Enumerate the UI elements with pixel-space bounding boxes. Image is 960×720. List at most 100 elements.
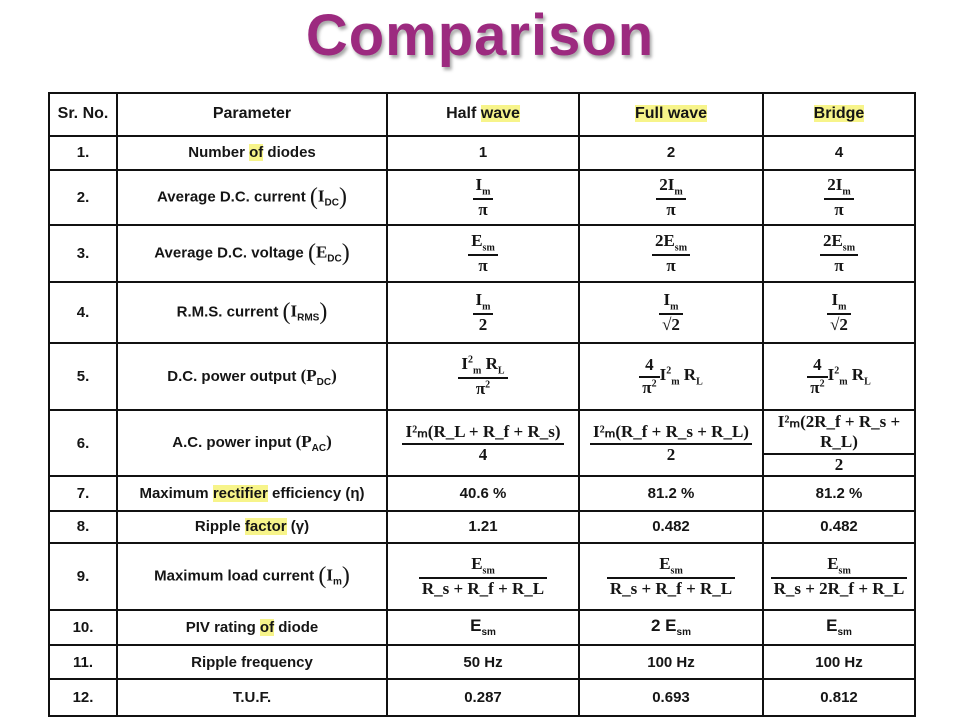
formula-sub: m: [482, 301, 491, 313]
full-wave-cell: I²ₘ(R_f + R_s + R_L) 2: [578, 409, 764, 478]
bridge-cell: 81.2 %: [762, 475, 916, 512]
formula-num: I: [659, 365, 667, 385]
formula-den: 2: [478, 315, 488, 335]
formula-sub: sm: [838, 565, 851, 577]
formula-sup: 2: [485, 379, 491, 391]
param-text: PIV rating: [185, 618, 260, 636]
formula-den: √2: [830, 315, 848, 335]
table-row: 12. T.U.F. 0.287 0.693 0.812: [48, 678, 916, 717]
formula-den: π: [475, 379, 486, 399]
table-row: 3. Average D.C. voltage (EDC) Esm π 2Esm π…: [48, 224, 916, 283]
formula-sup: 2: [651, 378, 657, 390]
sr-cell: 4.: [48, 281, 118, 344]
param-text: Average D.C. current: [157, 188, 306, 206]
formula-sub: L: [864, 376, 871, 388]
formula-num: 2E: [654, 230, 675, 250]
half-wave-cell: Esm R_s + R_f + R_L: [386, 542, 580, 612]
formula-sup: 2: [666, 365, 672, 377]
table-row: 11. Ripple frequency 50 Hz 100 Hz 100 Hz: [48, 643, 916, 681]
table-row: 2. Average D.C. current (IDC) Im π 2Im π 2…: [48, 169, 916, 227]
header-bridge-highlight: Bridge: [813, 105, 865, 123]
header-half-text: Half: [446, 105, 481, 123]
formula-sub: m: [482, 186, 491, 198]
parameter-cell: A.C. power input (PAC): [116, 409, 388, 478]
formula-num: E: [659, 553, 671, 573]
table-row: 9. Maximum load current (Im) Esm R_s + R_…: [48, 542, 916, 612]
param-text: Ripple: [194, 518, 245, 536]
piv-value: 2 E: [651, 616, 677, 636]
header-bridge: Bridge: [762, 92, 916, 137]
formula-num: E: [471, 553, 483, 573]
full-wave-cell: 100 Hz: [578, 643, 764, 681]
param-text: D.C. power output: [167, 367, 297, 385]
formula-num: I: [475, 174, 483, 194]
formula-num: I: [827, 365, 835, 385]
formula-sub: sm: [482, 565, 495, 577]
formula-sub: m: [671, 376, 680, 388]
param-symbol: I: [290, 301, 298, 321]
sr-cell: 7.: [48, 475, 118, 512]
formula: I²ₘ(R_L + R_f + R_s) 4: [402, 422, 564, 465]
formula-sup: 2: [834, 365, 840, 377]
formula-num: 2I: [827, 174, 843, 194]
half-wave-cell: 0.287: [386, 678, 580, 717]
table-row: 7. Maximum rectifier efficiency (η) 40.6…: [48, 475, 916, 512]
half-wave-cell: 1.21: [386, 509, 580, 545]
formula: Esm R_s + 2R_f + R_L: [770, 553, 908, 599]
param-symbol: E: [315, 242, 328, 262]
comparison-table: Sr. No. Parameter Half wave Full wave Br…: [48, 92, 916, 717]
formula-sub: sm: [674, 242, 688, 254]
sr-cell: 12.: [48, 678, 118, 717]
bridge-cell: Esm: [762, 609, 916, 646]
formula: Im √2: [827, 290, 851, 335]
param-symbol: I: [326, 565, 333, 585]
formula-sub: m: [674, 186, 683, 198]
parameter-cell: Average D.C. voltage (EDC): [116, 224, 388, 283]
parameter-cell: R.M.S. current (IRMS): [116, 281, 388, 344]
formula-num: 4: [807, 355, 828, 378]
formula-num: E: [827, 553, 839, 573]
formula-den: 2: [666, 444, 676, 464]
bridge-cell: Im √2: [762, 281, 916, 344]
table-row: 10. PIV rating of diode Esm 2 Esm Esm: [48, 609, 916, 646]
formula-den: π: [642, 378, 652, 397]
formula-den: 2: [834, 454, 844, 474]
sr-cell: 5.: [48, 341, 118, 412]
table-row: 4. R.M.S. current (IRMS) Im 2 Im √2 Im √2: [48, 281, 916, 344]
formula: 2Esm π: [651, 230, 691, 276]
formula-sub: m: [473, 365, 482, 377]
header-row: Sr. No. Parameter Half wave Full wave Br…: [48, 92, 916, 137]
table-row: 5. D.C. power output (PDC) I2m RL π2 4 π2 I…: [48, 341, 916, 412]
formula: 2Im π: [656, 175, 686, 220]
formula-sub: m: [838, 301, 847, 313]
formula-den: π: [666, 200, 676, 220]
param-highlight: factor: [244, 518, 287, 536]
slide-title: Comparison: [305, 3, 655, 68]
sr-cell: 8.: [48, 509, 118, 545]
param-text: Number: [188, 144, 250, 162]
bridge-cell: Esm R_s + 2R_f + R_L: [762, 542, 916, 612]
param-text: Average D.C. voltage: [154, 244, 304, 262]
param-symbol-sub: AC: [311, 443, 327, 455]
sr-cell: 9.: [48, 542, 118, 612]
bridge-cell: 0.812: [762, 678, 916, 717]
formula-num: I: [831, 289, 839, 309]
sr-cell: 3.: [48, 224, 118, 283]
formula: I²ₘ(2R_f + R_s + R_L) 2: [764, 412, 914, 475]
sr-cell: 10.: [48, 609, 118, 646]
formula-num: E: [471, 230, 483, 250]
sr-cell: 11.: [48, 643, 118, 681]
parameter-cell: Number of diodes: [116, 134, 388, 172]
bridge-cell: 0.482: [762, 509, 916, 545]
full-wave-cell: 4 π2 I2m RL: [578, 341, 764, 412]
formula-den: π: [666, 256, 676, 276]
formula-num: 4: [639, 355, 660, 378]
formula-den: R_s + R_f + R_L: [421, 579, 545, 599]
formula-sup: 2: [468, 354, 474, 366]
param-symbol-sub: RMS: [297, 312, 320, 324]
formula-den: π: [478, 256, 488, 276]
formula-rest: I2m RL: [827, 365, 871, 387]
formula: Esm R_s + R_f + R_L: [418, 553, 548, 599]
formula-rest: I2m RL: [659, 365, 703, 387]
param-symbol: P: [301, 432, 312, 452]
